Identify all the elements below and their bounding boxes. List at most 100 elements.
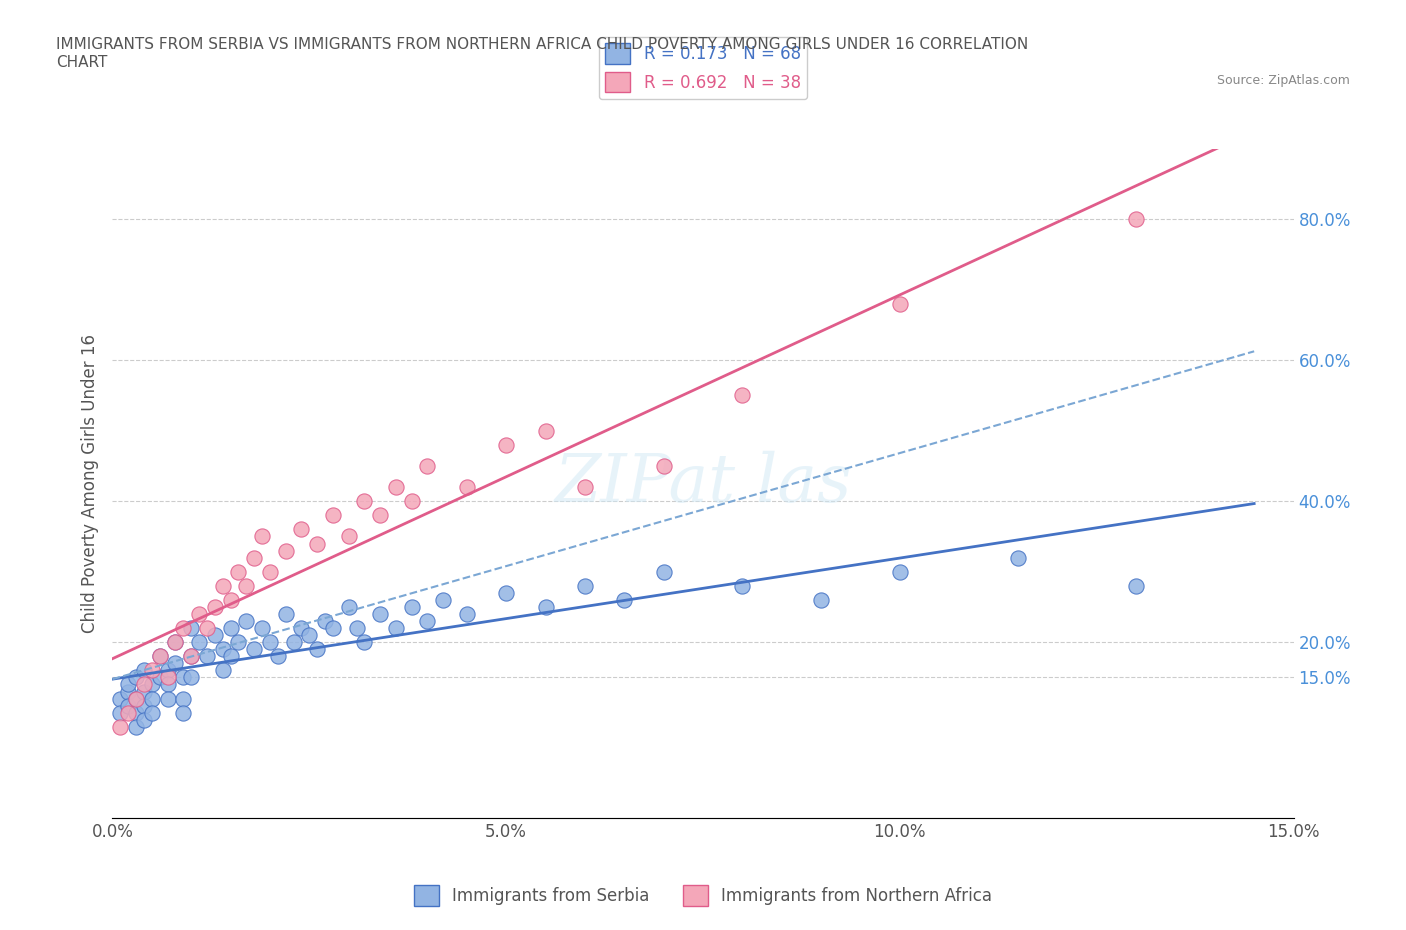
Point	[219, 592, 242, 607]
Point	[274, 543, 297, 558]
Point	[1125, 212, 1147, 227]
Point	[401, 600, 423, 615]
Point	[353, 635, 375, 650]
Point	[889, 565, 911, 579]
Point	[235, 578, 257, 593]
Point	[250, 620, 273, 635]
Point	[267, 649, 290, 664]
Point	[322, 620, 344, 635]
Point	[110, 691, 132, 706]
Point	[534, 600, 557, 615]
Point	[243, 551, 266, 565]
Point	[117, 698, 139, 713]
Point	[125, 719, 148, 734]
Point	[346, 620, 368, 635]
Point	[180, 620, 202, 635]
Point	[125, 705, 148, 720]
Point	[132, 712, 155, 727]
Point	[574, 480, 596, 495]
Point	[188, 635, 211, 650]
Point	[219, 620, 242, 635]
Point	[228, 635, 250, 650]
Point	[180, 670, 202, 684]
Point	[416, 458, 439, 473]
Point	[574, 578, 596, 593]
Point	[385, 480, 408, 495]
Text: ZIPat las: ZIPat las	[554, 451, 852, 516]
Point	[385, 620, 408, 635]
Point	[228, 565, 250, 579]
Point	[165, 656, 187, 671]
Text: Source: ZipAtlas.com: Source: ZipAtlas.com	[1216, 74, 1350, 87]
Point	[141, 705, 163, 720]
Point	[456, 606, 478, 621]
Point	[534, 423, 557, 438]
Point	[132, 677, 155, 692]
Point	[731, 578, 754, 593]
Point	[259, 565, 281, 579]
Point	[172, 620, 194, 635]
Point	[889, 297, 911, 312]
Point	[283, 635, 305, 650]
Point	[141, 677, 163, 692]
Point	[211, 642, 233, 657]
Legend: Immigrants from Serbia, Immigrants from Northern Africa: Immigrants from Serbia, Immigrants from …	[408, 879, 998, 912]
Point	[298, 628, 321, 643]
Point	[401, 494, 423, 509]
Point	[250, 529, 273, 544]
Point	[125, 670, 148, 684]
Point	[165, 635, 187, 650]
Point	[243, 642, 266, 657]
Point	[180, 649, 202, 664]
Point	[337, 600, 360, 615]
Point	[156, 670, 179, 684]
Point	[110, 705, 132, 720]
Point	[132, 684, 155, 699]
Point	[156, 663, 179, 678]
Point	[204, 600, 226, 615]
Point	[368, 508, 391, 523]
Point	[172, 691, 194, 706]
Point	[172, 705, 194, 720]
Point	[495, 585, 517, 600]
Point	[141, 691, 163, 706]
Point	[1125, 578, 1147, 593]
Point	[290, 620, 312, 635]
Point	[1007, 551, 1029, 565]
Point	[274, 606, 297, 621]
Point	[180, 649, 202, 664]
Text: IMMIGRANTS FROM SERBIA VS IMMIGRANTS FROM NORTHERN AFRICA CHILD POVERTY AMONG GI: IMMIGRANTS FROM SERBIA VS IMMIGRANTS FRO…	[56, 37, 1029, 70]
Point	[149, 649, 172, 664]
Point	[368, 606, 391, 621]
Point	[307, 536, 329, 551]
Point	[110, 719, 132, 734]
Point	[117, 684, 139, 699]
Point	[156, 691, 179, 706]
Point	[235, 614, 257, 629]
Y-axis label: Child Poverty Among Girls Under 16: Child Poverty Among Girls Under 16	[80, 334, 98, 633]
Point	[290, 522, 312, 537]
Point	[132, 663, 155, 678]
Point	[117, 677, 139, 692]
Point	[211, 578, 233, 593]
Point	[810, 592, 832, 607]
Point	[613, 592, 636, 607]
Point	[141, 663, 163, 678]
Point	[195, 620, 218, 635]
Point	[149, 670, 172, 684]
Point	[204, 628, 226, 643]
Point	[172, 670, 194, 684]
Point	[456, 480, 478, 495]
Point	[195, 649, 218, 664]
Point	[156, 677, 179, 692]
Point	[188, 606, 211, 621]
Point	[132, 698, 155, 713]
Point	[259, 635, 281, 650]
Point	[307, 642, 329, 657]
Point	[219, 649, 242, 664]
Point	[353, 494, 375, 509]
Point	[652, 458, 675, 473]
Point	[432, 592, 454, 607]
Point	[117, 705, 139, 720]
Point	[322, 508, 344, 523]
